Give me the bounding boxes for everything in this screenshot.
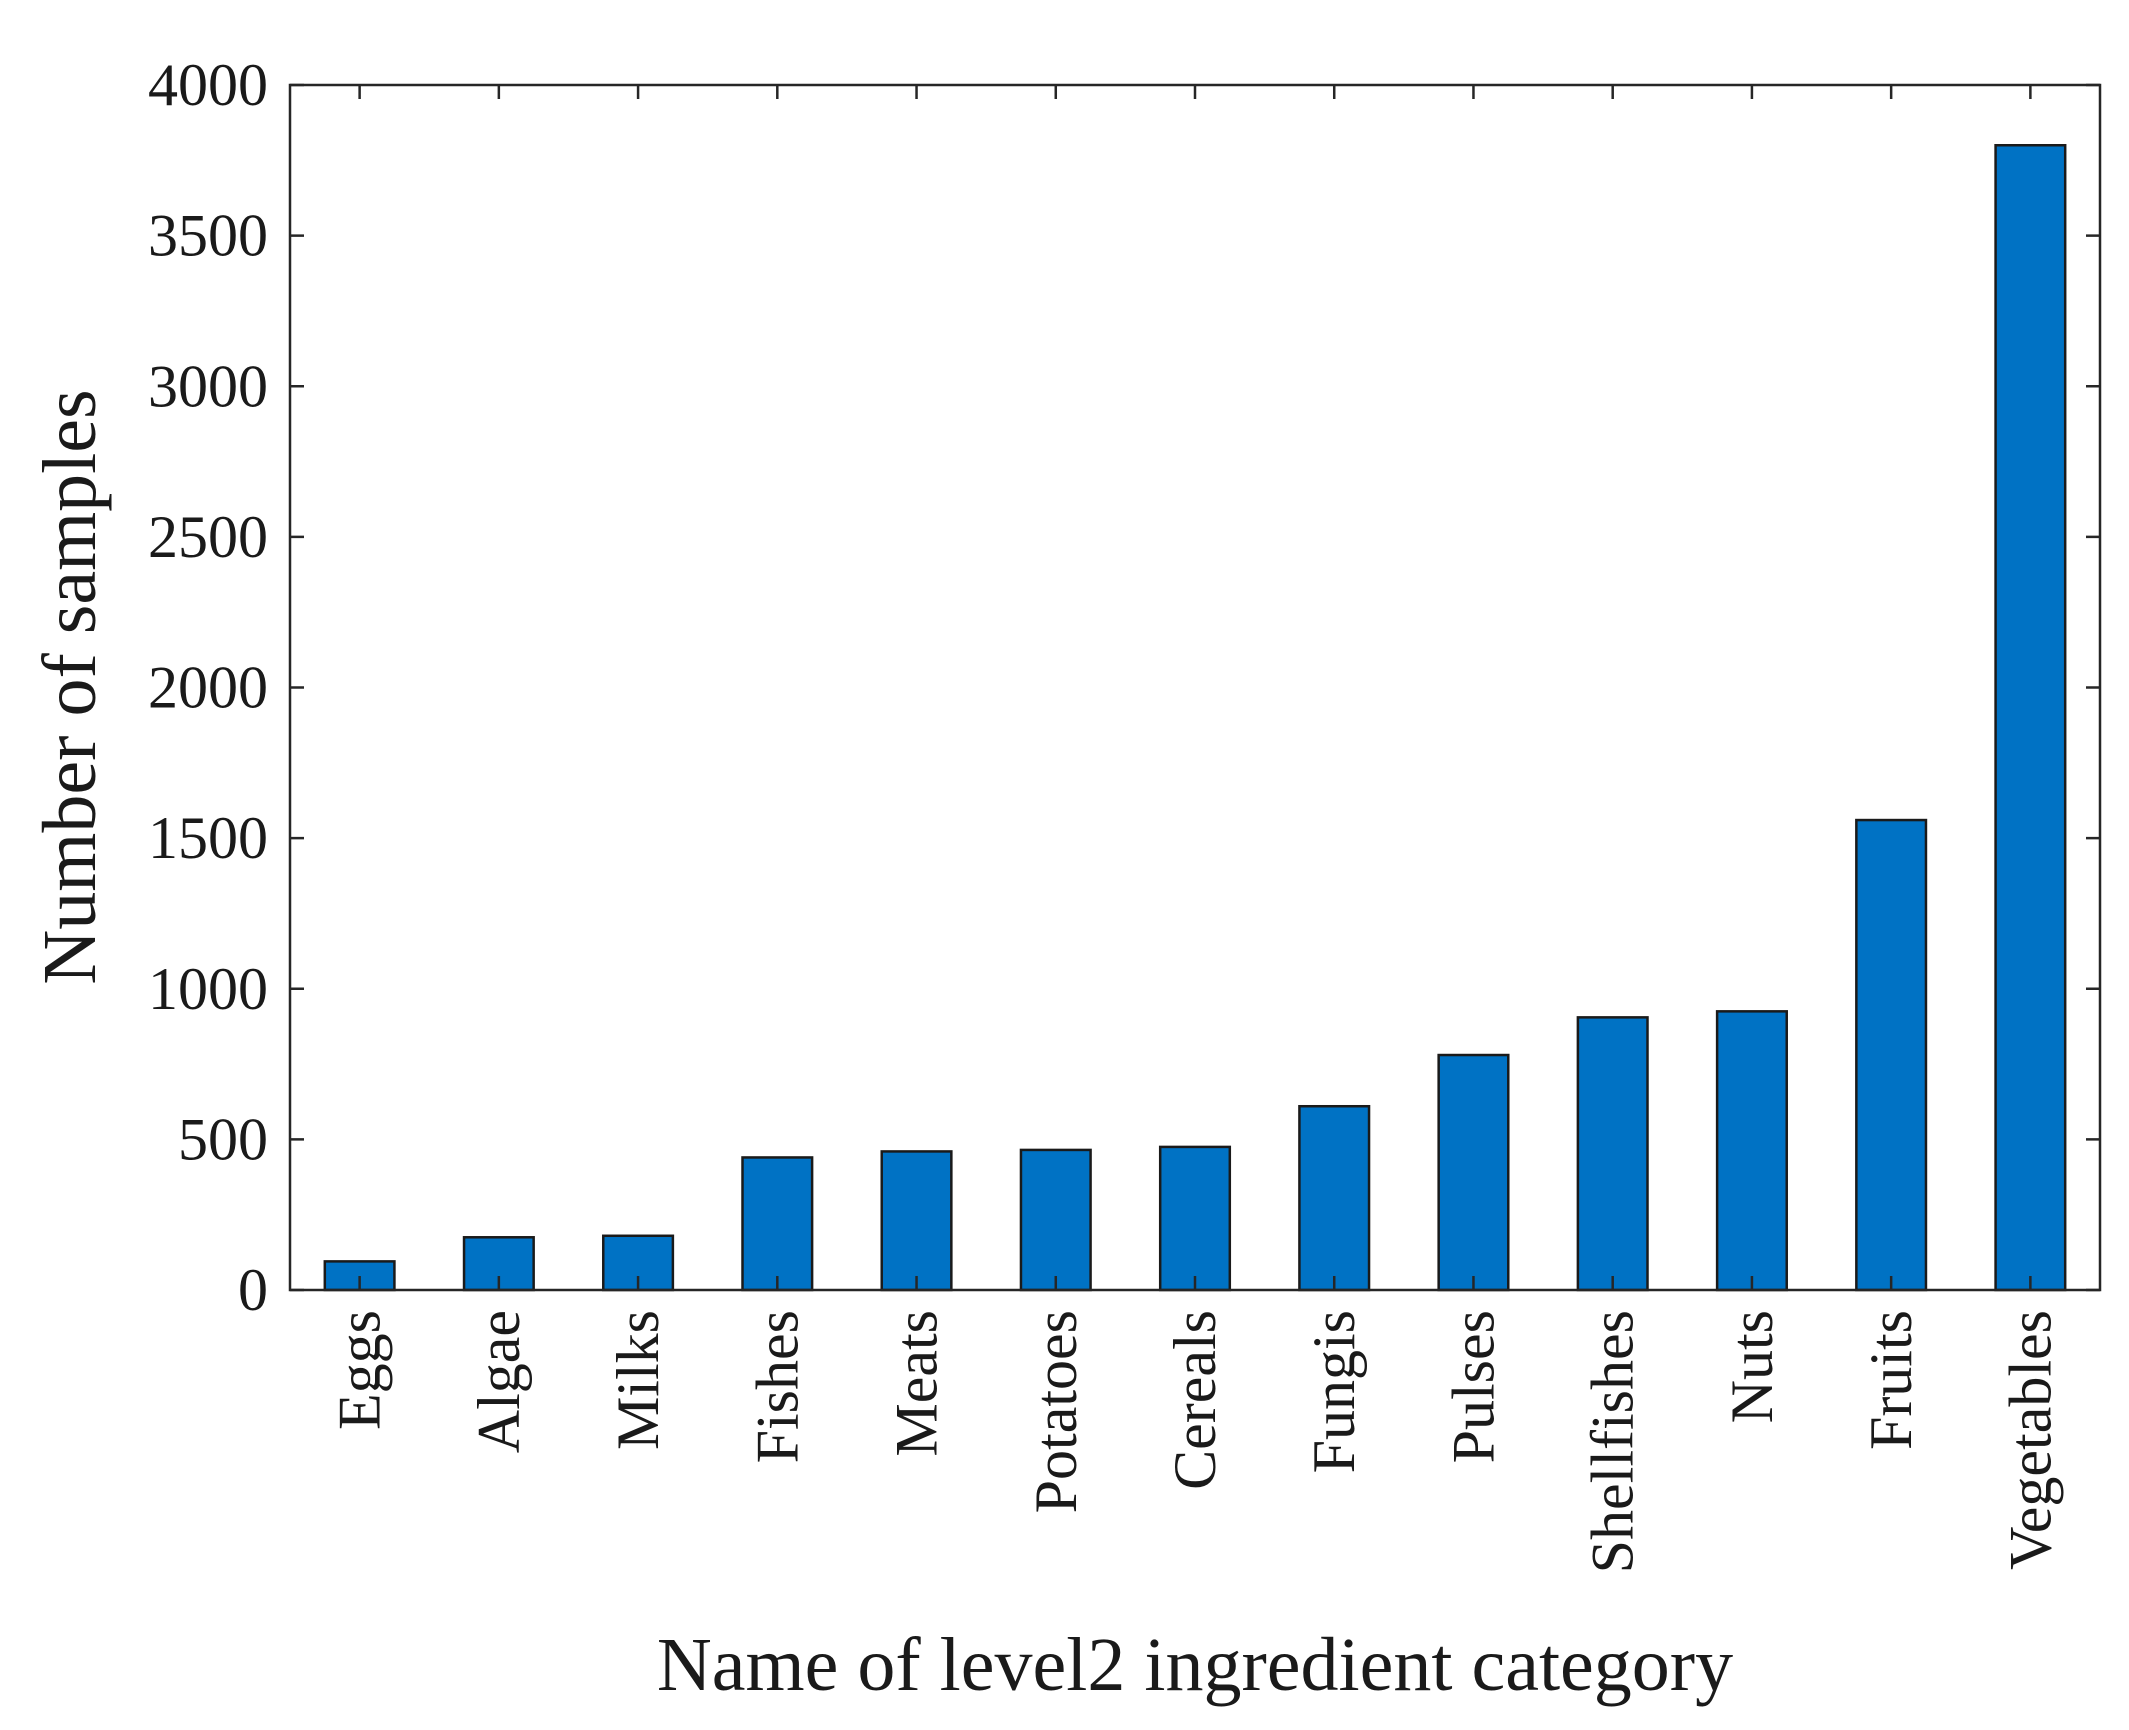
bar-nuts — [1715, 1010, 1788, 1292]
x-tick-label: Fungis — [1301, 1310, 1367, 1473]
y-tick-label: 1000 — [148, 956, 268, 1022]
bar-meats — [880, 1150, 953, 1292]
x-tick-label: Meats — [884, 1310, 950, 1457]
x-tick-label: Eggs — [327, 1310, 393, 1430]
y-tick-label: 0 — [238, 1257, 268, 1323]
bar-fruits — [1855, 818, 1928, 1292]
x-tick-label: Fruits — [1858, 1310, 1924, 1450]
x-tick-label: Potatoes — [1023, 1310, 1089, 1513]
bar-vegetables — [1994, 144, 2067, 1292]
y-tick-label: 2000 — [148, 655, 268, 721]
bar-shellfishes — [1576, 1016, 1649, 1292]
y-tick-label: 3500 — [148, 203, 268, 269]
bar-fungis — [1298, 1104, 1371, 1292]
bars-group — [323, 144, 2067, 1292]
x-tick-label: Cereals — [1162, 1310, 1228, 1490]
y-tick-label: 4000 — [148, 52, 268, 118]
y-tick-label: 3000 — [148, 353, 268, 419]
y-axis-title: Number of samples — [28, 389, 112, 984]
x-tick-label: Pulses — [1440, 1310, 1506, 1463]
x-axis-title: Name of level2 ingredient category — [657, 1623, 1733, 1707]
y-tick-labels: 0 500 1000 1500 2000 2500 3000 3500 4000 — [148, 52, 268, 1323]
x-tick-label: Nuts — [1719, 1310, 1785, 1423]
y-tick-label: 1500 — [148, 805, 268, 871]
x-tick-label: Fishes — [744, 1310, 810, 1463]
x-tick-labels: Eggs Algae Milks Fishes Meats Potatoes Cereals… — [327, 1310, 2064, 1573]
y-tick-label: 500 — [178, 1106, 268, 1172]
plot-frame — [288, 83, 2102, 1292]
ticks-group — [290, 83, 2100, 1292]
bar-pulses — [1437, 1053, 1510, 1292]
x-tick-label: Shellfishes — [1580, 1310, 1646, 1573]
y-tick-label: 2500 — [148, 504, 268, 570]
x-tick-label: Milks — [605, 1310, 671, 1450]
x-tick-label: Vegetables — [1997, 1310, 2063, 1570]
bar-potatoes — [1019, 1148, 1092, 1292]
bar-cereals — [1158, 1145, 1232, 1292]
x-tick-label: Algae — [466, 1310, 532, 1453]
bar-fishes — [741, 1156, 814, 1292]
